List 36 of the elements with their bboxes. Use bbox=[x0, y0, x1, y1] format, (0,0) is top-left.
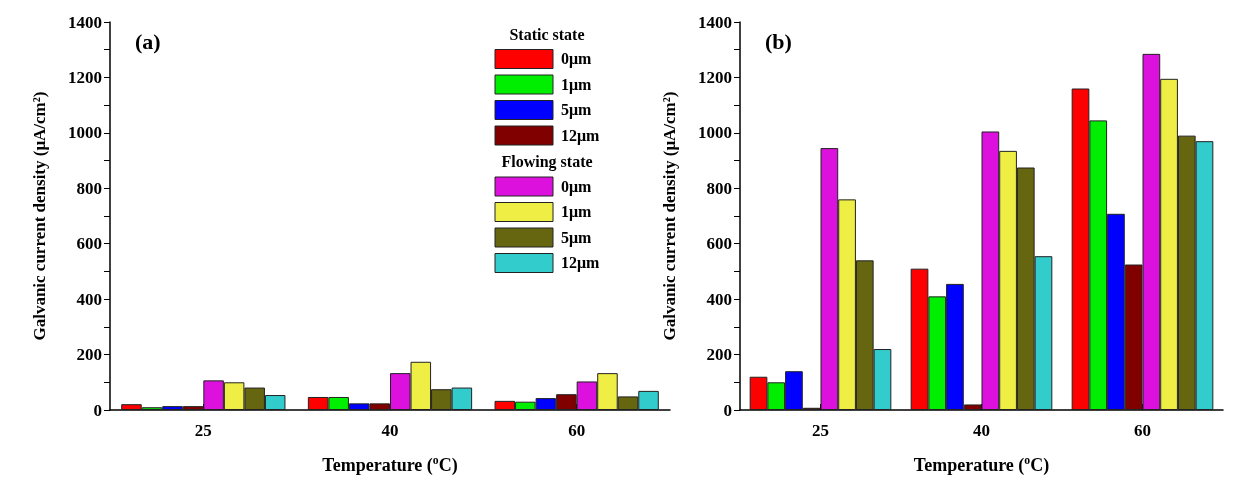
x-tick-label: 60 bbox=[568, 421, 586, 440]
y-tick-label: 0 bbox=[723, 400, 732, 420]
y-tick-label: 600 bbox=[706, 234, 732, 254]
y-tick-label: 200 bbox=[76, 345, 102, 365]
y-tick-label: 800 bbox=[76, 178, 102, 198]
x-tick-label: 25 bbox=[194, 421, 212, 440]
y-tick-label: 1400 bbox=[68, 12, 102, 32]
legend-label: 0μm bbox=[561, 177, 593, 196]
legend-label: 12μm bbox=[561, 254, 601, 272]
y-tick-label: 1000 bbox=[698, 123, 732, 143]
y-tick-label: 200 bbox=[706, 345, 732, 365]
y-tick-label: 1400 bbox=[698, 12, 732, 32]
chart-title: (a) bbox=[135, 28, 161, 54]
y-tick-label: 0 bbox=[93, 400, 102, 420]
y-tick-label: 800 bbox=[706, 178, 732, 198]
y-tick-label: 600 bbox=[76, 234, 102, 254]
legend-label: 12μm bbox=[561, 126, 601, 145]
y-tick-label: 1200 bbox=[68, 67, 102, 87]
legend-label: 1μm bbox=[561, 75, 593, 94]
legend-label: 0μm bbox=[561, 50, 593, 68]
y-axis-title: Galvanic current density (μA/cm²) bbox=[660, 91, 679, 341]
y-axis-title: Galvanic current density (μA/cm²) bbox=[30, 91, 49, 341]
annotation: Flowing state bbox=[501, 153, 593, 171]
y-tick-label: 400 bbox=[76, 289, 102, 309]
x-tick-label: 25 bbox=[812, 421, 829, 440]
legend-title: Static state bbox=[509, 25, 585, 43]
legend-label: 5μm bbox=[561, 228, 593, 247]
legend-label: 5μm bbox=[561, 101, 593, 119]
x-tick-label: 60 bbox=[1134, 421, 1151, 440]
x-tick-label: 40 bbox=[973, 421, 990, 440]
legend-label: 1μm bbox=[561, 203, 593, 221]
y-tick-label: 400 bbox=[706, 289, 732, 309]
chart-title: (b) bbox=[765, 28, 792, 54]
x-tick-label: 40 bbox=[381, 421, 399, 440]
y-tick-label: 1200 bbox=[698, 67, 732, 87]
y-tick-label: 1000 bbox=[68, 123, 102, 143]
